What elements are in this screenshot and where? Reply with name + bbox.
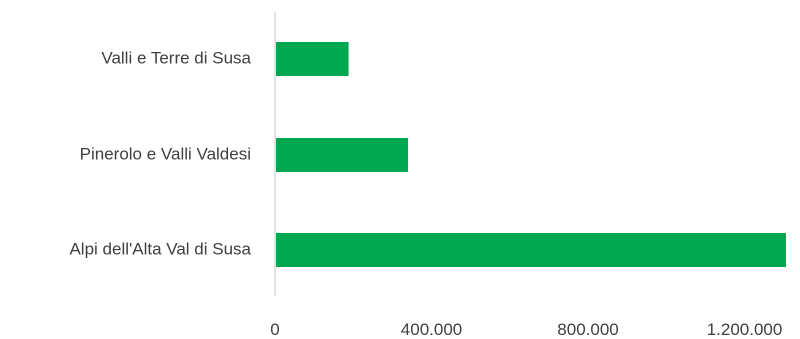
bar-1 xyxy=(276,138,409,172)
category-labels-group: Valli e Terre di Susa Pinerolo e Valli Va… xyxy=(69,48,251,258)
x-tick-labels-group: 0 400.000 800.000 1.200.000 xyxy=(270,320,782,339)
bar-0 xyxy=(276,42,349,76)
category-label-0: Valli e Terre di Susa xyxy=(101,48,251,67)
category-label-2: Alpi dell'Alta Val di Susa xyxy=(69,239,251,258)
x-tick-label-1: 400.000 xyxy=(401,320,462,339)
bar-2 xyxy=(276,233,786,267)
x-tick-label-2: 800.000 xyxy=(557,320,618,339)
x-tick-label-3: 1.200.000 xyxy=(707,320,783,339)
x-tick-label-0: 0 xyxy=(270,320,279,339)
category-label-1: Pinerolo e Valli Valdesi xyxy=(80,144,251,163)
bars-group xyxy=(276,42,786,267)
